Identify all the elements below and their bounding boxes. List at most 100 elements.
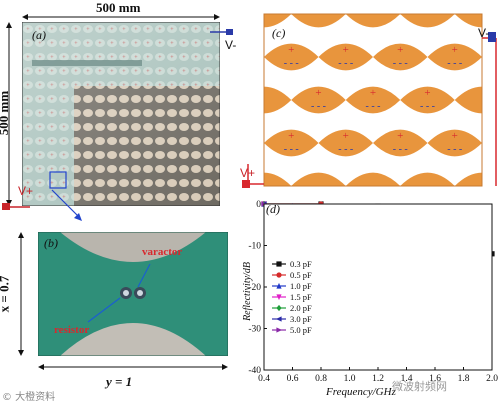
panel-d-label: (d): [266, 202, 280, 216]
varactor-pointer: [137, 263, 151, 288]
panel-c-vminus-label: V-: [478, 26, 490, 40]
watermark-left: © 大橙资料: [2, 392, 56, 403]
x-tick-label: 1.4: [401, 374, 413, 384]
copper-patch: [264, 129, 319, 157]
resistor-label: resistor: [54, 324, 90, 336]
copper-patch: [264, 43, 319, 71]
y-tick-label: -20: [248, 283, 261, 293]
zoom-box: [49, 171, 67, 189]
data-point: [276, 282, 282, 289]
panel-d: 0.4 0.6 0.8 1.0 1.2 1.4 1.6 1.8 2.0 0 -10 -20 -30 -40…: [230, 196, 500, 404]
copper-patch: [318, 129, 373, 157]
copper-patch: [427, 129, 482, 157]
y-tick-label: -10: [248, 242, 261, 252]
x-tick-label: 1.2: [372, 374, 384, 384]
panel-c-label: (c): [272, 26, 286, 40]
dim-top-arrow: [22, 6, 220, 27]
plus-mark: +: [452, 130, 458, 142]
x-tick-label: 0.6: [287, 374, 299, 384]
dim-y-arrow: [38, 360, 228, 379]
panel-b-label: (b): [44, 236, 58, 250]
plus-mark: +: [452, 44, 458, 56]
data-point: [276, 304, 282, 312]
plus-mark: +: [343, 44, 349, 56]
x-tick-label: 0.8: [315, 374, 327, 384]
y-tick-label: -40: [248, 366, 261, 376]
legend-label: 1.5 pF: [290, 292, 312, 302]
plus-mark: +: [370, 87, 376, 99]
vplus-terminal: [242, 180, 250, 188]
legend-entry: 2.0 pF: [272, 303, 312, 313]
vminus-terminal: [488, 32, 496, 42]
varactor-label: varactor: [142, 246, 183, 258]
legend-label: 1.0 pF: [290, 281, 312, 291]
legend-label: 2.0 pF: [290, 303, 312, 313]
minus-mark: - - -: [284, 58, 299, 69]
legend-entry: 0.3 pF: [272, 259, 312, 269]
data-point: [276, 327, 283, 333]
legend-entry: 3.0 pF: [272, 314, 312, 324]
x-tick-label: 1.8: [458, 374, 470, 384]
legend-label: 0.5 pF: [290, 270, 312, 280]
minus-mark: - - -: [366, 101, 381, 112]
x-tick-label: 1.0: [344, 374, 356, 384]
panel-a-vplus-terminal: [2, 203, 30, 210]
panel-a-vplus-label: V+: [18, 184, 34, 198]
plot-frame: [263, 203, 493, 371]
panel-b: (b) varactor resistor: [37, 231, 229, 357]
data-point: [276, 261, 282, 267]
minus-mark: - - -: [311, 101, 326, 112]
legend-label: 0.3 pF: [290, 259, 312, 269]
panel-b-photo: [37, 231, 229, 357]
watermark-right: 微波射频网: [392, 380, 447, 393]
panel-a-vminus-label: V-: [225, 38, 237, 52]
copper-patch: [373, 43, 428, 71]
dim-top-label: 500 mm: [96, 0, 141, 15]
minus-mark: - - -: [447, 58, 462, 69]
copper-patch: [291, 86, 346, 114]
plus-mark: +: [424, 87, 430, 99]
reflectivity-chart: 0.4 0.6 0.8 1.0 1.2 1.4 1.6 1.8 2.0 0 -10 -20 -30 -40…: [248, 200, 498, 384]
dim-x-label: x = 0.7: [0, 275, 12, 313]
y-tick-label: -30: [248, 325, 261, 335]
plus-mark: +: [315, 87, 321, 99]
plus-mark: +: [343, 130, 349, 142]
panel-a-vminus-terminal: [210, 29, 233, 35]
panel-c-vplus-label: V+: [240, 166, 256, 180]
x-tick-label: 2.0: [486, 374, 498, 384]
panel-a-label: (a): [32, 28, 46, 42]
panel-a: + (a): [21, 21, 221, 207]
copper-patch: [373, 129, 428, 157]
chart-ylabel: Reflectivity/dB: [241, 262, 253, 321]
minus-mark: - - -: [447, 144, 462, 155]
dim-x-arrow: [14, 232, 28, 356]
x-tick-label: 0.4: [258, 374, 270, 384]
varactor-component: [120, 287, 146, 299]
copper-patch: [427, 43, 482, 71]
copper-patch: [345, 86, 401, 114]
minus-mark: - - -: [393, 144, 408, 155]
minus-mark: - - -: [284, 144, 299, 155]
dim-y-label: y = 1: [106, 374, 133, 389]
plus-mark: +: [288, 130, 294, 142]
legend-label: 3.0 pF: [290, 314, 312, 324]
panel-a-photo: +: [21, 21, 221, 207]
data-point: [276, 272, 282, 278]
data-point: [276, 294, 282, 301]
dim-left-label: 500 mm: [0, 90, 12, 136]
plus-mark: +: [288, 44, 294, 56]
resistor-pointer: [87, 297, 121, 323]
plus-mark: +: [397, 130, 403, 142]
minus-mark: - - -: [338, 144, 353, 155]
panel-c: + - - - + - - - + - - - + - - - + - - - + - - - + - -…: [209, 0, 500, 200]
minus-mark: - - -: [338, 58, 353, 69]
copper-patch: [400, 86, 455, 114]
copper-patch: [318, 43, 373, 71]
x-tick-label: 1.6: [429, 374, 441, 384]
data-point: [275, 316, 282, 322]
legend-entry: 1.0 pF: [272, 281, 312, 291]
legend-entry: 1.5 pF: [272, 292, 312, 302]
minus-mark: - - -: [420, 101, 435, 112]
legend-entry: 0.5 pF: [272, 270, 312, 280]
zoom-arrow: [51, 189, 82, 221]
